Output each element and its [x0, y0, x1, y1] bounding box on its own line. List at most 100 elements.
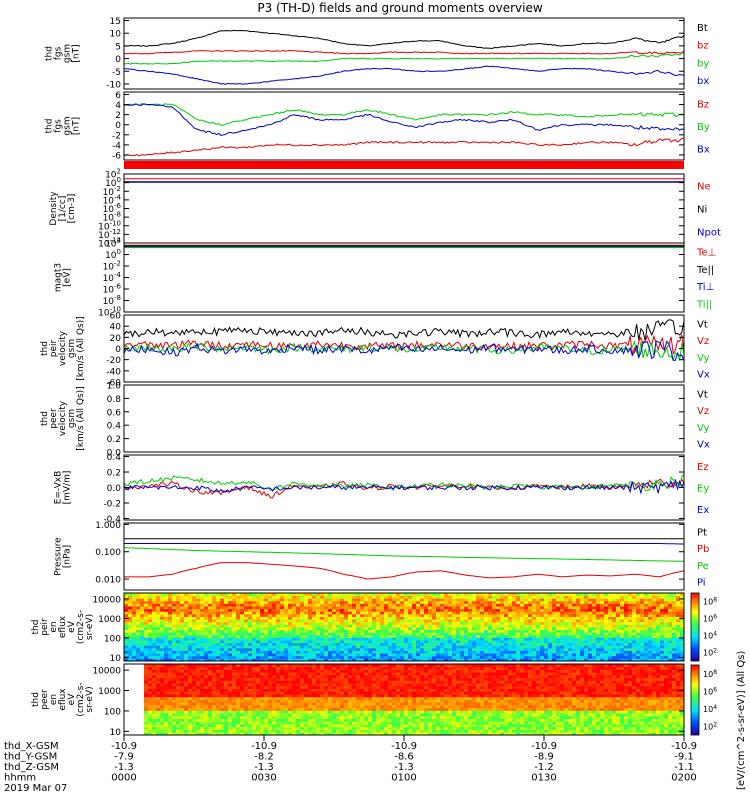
legend-Vy: Vy	[697, 353, 710, 364]
y-tick-label: 10-14	[98, 237, 121, 250]
y-tick-label: 10000	[92, 667, 121, 677]
y-label-line: en	[49, 621, 59, 632]
y-label-line: thd	[45, 119, 55, 134]
y-tick-label: 6	[115, 91, 121, 101]
colorbar-top-tick: 104	[703, 631, 717, 641]
series-line-Ey	[123, 474, 685, 492]
legend-Vx: Vx	[697, 440, 710, 451]
y-label-line: magt3	[54, 263, 64, 292]
y-tick-label: 10-10	[98, 306, 121, 319]
y-label-line: sr-eV)	[85, 614, 95, 640]
y-tick-label: 0.4	[107, 453, 122, 463]
legend-Bx: Bx	[697, 145, 710, 156]
y-label-line: [1/cc]	[58, 196, 68, 222]
plot-title: P3 (TH-D) fields and ground moments over…	[257, 1, 542, 15]
y-tick-label: -10	[106, 80, 121, 90]
panel-peer_vel: 1.0 0.8 0.6 0.4 0.2 0.0 thd peer velocity gsm [km/…	[40, 382, 710, 459]
spectrogram-peer_en	[124, 664, 685, 736]
y-axis-label: thd peer velocity gsm [km/s (All Qs)]	[40, 386, 86, 450]
y-tick-label: 60	[110, 312, 122, 322]
colorbar-bottom-tick: 106	[703, 686, 717, 696]
y-axis-label: thd peer en eflux eV (cm2-s-sr-eV)	[31, 682, 95, 716]
series-line-Vx	[123, 340, 685, 362]
y-label-line: [mV/m]	[63, 471, 73, 505]
panel-frame	[123, 384, 685, 453]
y-tick-label: 100	[104, 634, 121, 644]
date-label: 2019 Mar 07	[4, 783, 67, 794]
x-tick-label: 0130	[531, 773, 556, 784]
panel-density: 10210010-210-410-610-810-1010-1210-14Den…	[49, 168, 721, 250]
time-axis-row-label: hhmm	[4, 773, 36, 784]
x-tick-label: -10.9	[531, 741, 557, 752]
legend-Ti⊥: Ti⊥	[696, 282, 714, 293]
y-label-line: peer	[49, 408, 59, 429]
legend-Vt: Vt	[697, 319, 708, 330]
y-tick-label: 20	[110, 334, 122, 344]
y-tick-label: 102	[105, 168, 121, 181]
legend-Te||: Te||	[696, 265, 714, 276]
y-tick-label: 100	[104, 707, 121, 717]
y-tick-label: 0.010	[95, 576, 121, 586]
y-tick-label: 1000	[98, 615, 121, 625]
series-line-Ex	[123, 478, 685, 495]
spectrogram-peir_en	[124, 593, 685, 662]
legend-Bt: Bt	[697, 23, 708, 34]
y-tick-label: 10	[110, 654, 122, 664]
y-label-line: [km/s (All Qs)]	[76, 316, 86, 380]
y-tick-label: 0.2	[107, 435, 121, 445]
y-axis-label: thd fgs gsm [nT]	[45, 116, 82, 135]
legend-Ez: Ez	[697, 462, 709, 473]
y-tick-label: 10-4	[103, 193, 122, 206]
panel-frame	[123, 592, 685, 662]
y-tick-label: 1.000	[95, 521, 121, 531]
panel-frame	[123, 17, 685, 90]
y-tick-label: 0	[115, 55, 121, 65]
x-tick-label: 0030	[251, 773, 276, 784]
legend-Vt: Vt	[697, 389, 708, 400]
y-tick-label: 10-10	[98, 219, 121, 232]
y-tick-label: 100	[105, 248, 121, 261]
colorbar-bottom	[690, 664, 700, 736]
y-tick-label: 0.4	[107, 422, 122, 432]
y-tick-label: 102	[105, 237, 121, 250]
y-label-line: gsm	[67, 409, 77, 428]
y-tick-label: 10-2	[103, 185, 121, 198]
colorbar-bottom-tick: 102	[703, 721, 717, 731]
time-axis-row-label: thd_X-GSM	[4, 741, 59, 752]
y-axis-label: E=-VxB [mV/m]	[54, 471, 73, 505]
colorbar-bottom-tick: 104	[703, 704, 717, 714]
legend-by: by	[697, 58, 709, 69]
time-axis-row-label: thd_Z-GSM	[4, 762, 59, 773]
y-axis-label: thd peir velocity gsm [km/s (All Qs)]	[40, 316, 86, 380]
y-tick-label: 10-4	[103, 271, 122, 284]
y-tick-label: 0.2	[107, 469, 121, 479]
y-label-line: (cm2-s-	[76, 682, 86, 716]
series-line-Pi	[124, 543, 685, 545]
y-label-line: peir	[40, 618, 50, 636]
y-tick-label: 100	[105, 176, 121, 189]
y-tick-label: -6	[112, 151, 121, 161]
y-label-line: thd	[31, 620, 41, 635]
y-label-line: eV	[67, 620, 77, 633]
time-axis: -10.9-7.9-1.30000-10.9-8.2-1.30030-10.9-…	[4, 735, 697, 794]
panel-peir_en: 10000 1000 100 10 thd peir en eflux eV (cm2-s-sr-…	[31, 592, 685, 664]
x-tick-label: -1.2	[534, 762, 554, 773]
legend-Ey: Ey	[697, 484, 709, 495]
x-tick-label: 0000	[111, 773, 136, 784]
y-tick-label: -60	[106, 379, 121, 389]
y-tick-label: 0.6	[107, 408, 122, 418]
y-tick-label: 10-12	[98, 228, 121, 241]
panel-frame	[123, 173, 685, 244]
x-tick-label: -10.9	[391, 741, 417, 752]
y-axis-label: thd peir en eflux eV (cm2-s-sr-eV)	[31, 610, 95, 644]
series-line-Pe	[123, 547, 684, 562]
legend-Npot: Npot	[697, 228, 721, 239]
x-tick-label: 0200	[671, 773, 696, 784]
y-tick-label: 10	[110, 728, 122, 738]
legend-Pe: Pe	[697, 561, 709, 572]
y-label-line: velocity	[58, 330, 68, 366]
legend-Ne: Ne	[697, 182, 711, 193]
y-label-line: thd	[40, 341, 50, 356]
y-label-line: E=-VxB	[54, 471, 64, 505]
